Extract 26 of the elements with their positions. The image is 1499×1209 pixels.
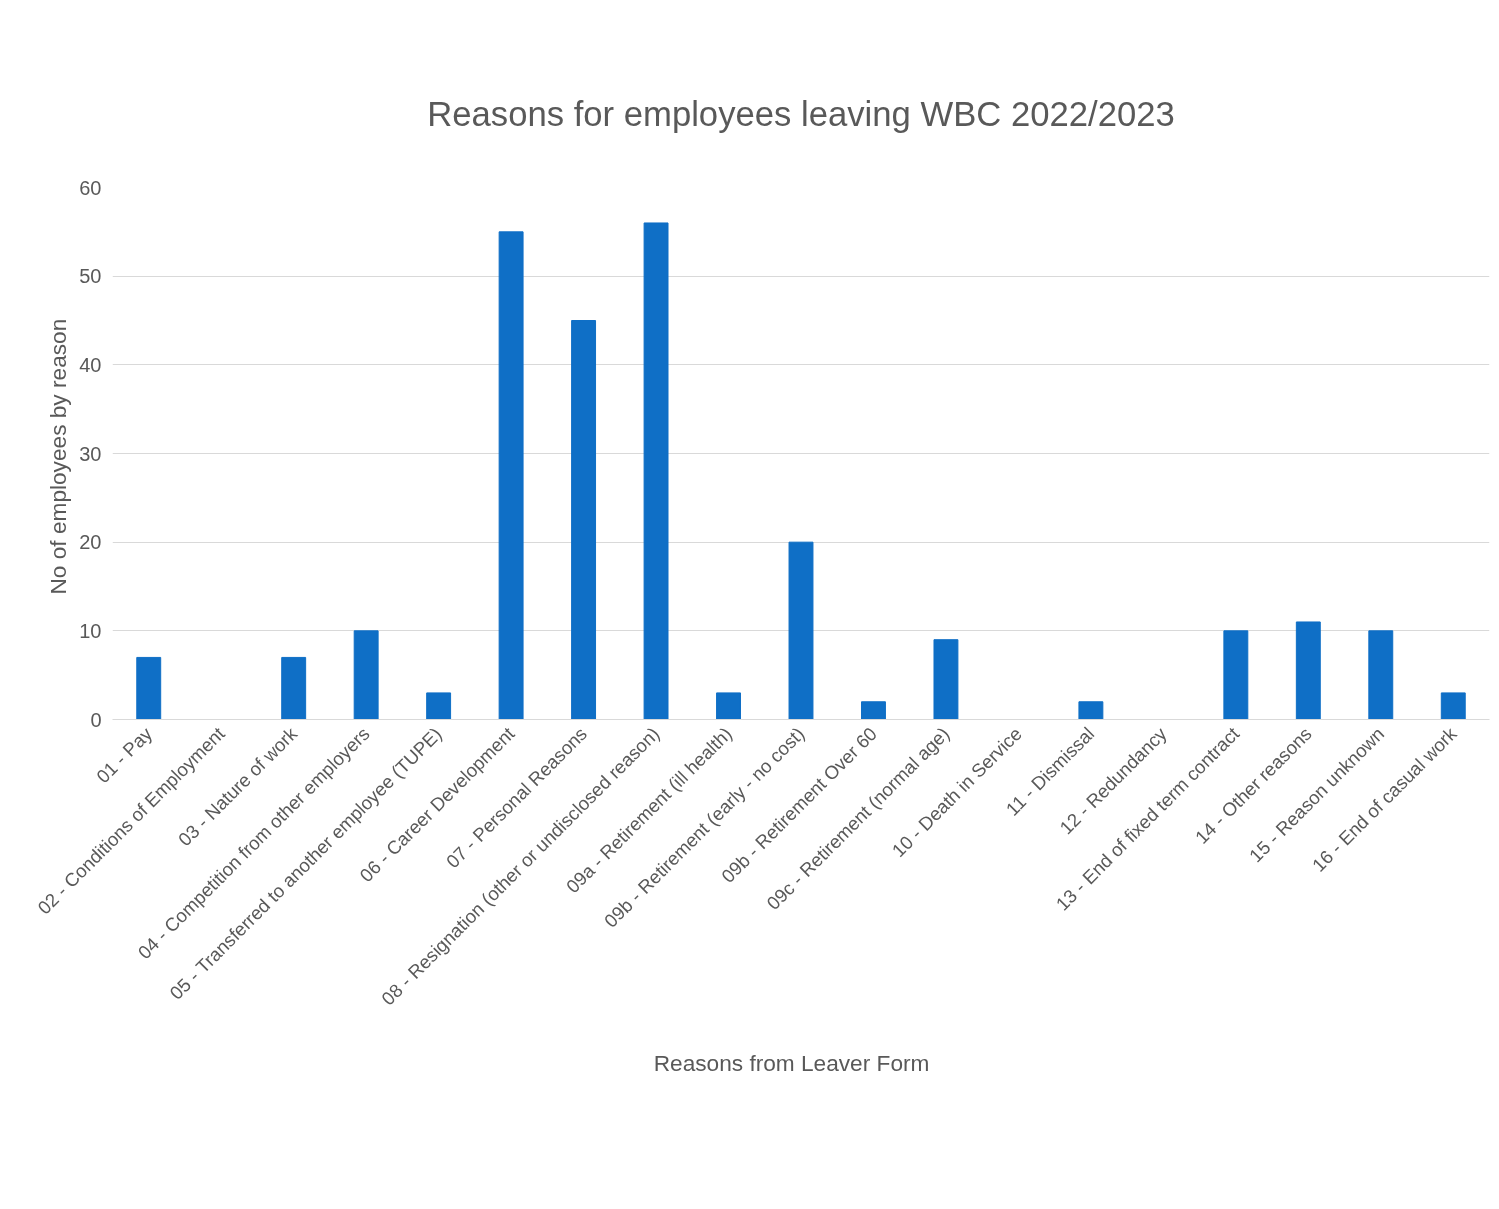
bar: [788, 541, 814, 720]
bar: [281, 656, 307, 720]
y-tick-label: 50: [79, 265, 102, 288]
bar: [136, 656, 162, 720]
y-tick-label: 10: [79, 619, 102, 642]
y-axis-title: No of employees by reason: [45, 318, 72, 595]
bar: [353, 630, 379, 720]
y-tick-label: 40: [79, 353, 102, 376]
y-tick-label: 30: [79, 442, 102, 465]
bar: [1295, 621, 1321, 720]
bar: [1440, 692, 1466, 720]
y-tick-label: 60: [79, 176, 102, 199]
bar: [861, 701, 886, 720]
bar: [1078, 701, 1104, 720]
y-tick-label: 0: [90, 708, 102, 731]
chart-title: Reasons for employees leaving WBC 2022/2023: [427, 94, 1175, 133]
y-tick-label: 20: [79, 531, 102, 554]
bar: [933, 639, 959, 720]
bar: [426, 692, 452, 720]
bar: [498, 231, 524, 720]
bar: [571, 320, 597, 720]
bar: [1223, 630, 1249, 720]
bar: [643, 222, 669, 720]
x-axis-title: Reasons from Leaver Form: [653, 1049, 930, 1076]
bar: [716, 692, 741, 720]
bar: [1368, 630, 1394, 720]
